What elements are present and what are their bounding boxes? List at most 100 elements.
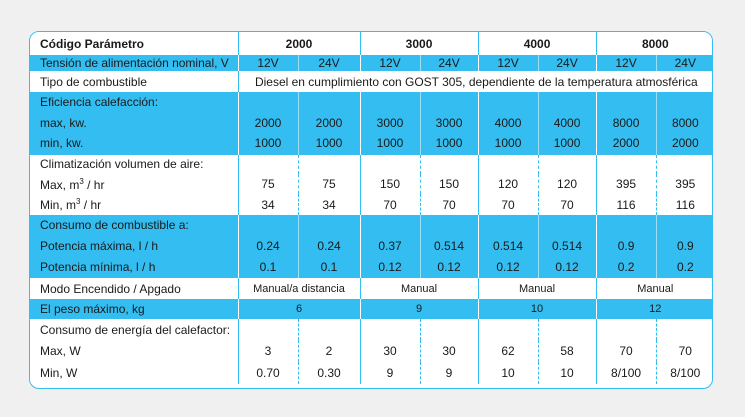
fuel-title-row: Consumo de combustible a:	[30, 215, 712, 235]
fuel-max-row: Potencia máxima, l / h 0.24 0.24 0.37 0.…	[30, 235, 712, 256]
fuel-min-cell: 0.2	[595, 256, 657, 278]
fuel-min-cell: 0.1	[297, 256, 361, 278]
weight-label: El peso máximo, kg	[30, 299, 238, 319]
air-min-cell: 70	[477, 194, 539, 215]
air-min-cell: 70	[359, 194, 421, 215]
weight-row: El peso máximo, kg 6 9 10 12	[30, 299, 712, 319]
air-min-cell: 116	[655, 194, 712, 215]
fuel-max-cell: 0.9	[655, 235, 712, 256]
efficiency-min-cell: 2000	[655, 133, 712, 154]
header-row: Código Parámetro 2000 3000 4000 8000	[30, 32, 712, 55]
voltage-cell: 12V	[477, 55, 539, 71]
air-min-cell: 116	[595, 194, 657, 215]
air-max-cell: 120	[537, 174, 597, 194]
header-model-8000: 8000	[595, 32, 712, 55]
air-min-cell: 34	[297, 194, 361, 215]
power-min-cell: 0.70	[237, 362, 298, 384]
voltage-cell: 12V	[595, 55, 657, 71]
power-title-row: Consumo de energía del calefactor:	[30, 319, 712, 340]
efficiency-max-cell: 8000	[595, 112, 657, 133]
power-min-cell: 0.30	[297, 362, 361, 384]
power-max-cell: 3	[237, 340, 298, 362]
fuel-min-cell: 0.2	[655, 256, 712, 278]
fuel-max-cell: 0.514	[477, 235, 539, 256]
power-max-cell: 62	[477, 340, 539, 362]
power-min-cell: 8/100	[655, 362, 712, 384]
efficiency-min-cell: 1000	[359, 133, 421, 154]
fuel-min-cell: 0.12	[477, 256, 539, 278]
power-max-cell: 58	[537, 340, 597, 362]
air-title: Climatización volumen de aire:	[30, 153, 238, 174]
efficiency-min-cell: 2000	[595, 133, 657, 154]
air-max-cell: 75	[237, 174, 298, 194]
efficiency-max-label: max, kw.	[30, 112, 238, 133]
efficiency-min-row: min, kw. 1000 1000 1000 1000 1000 1000 2…	[30, 133, 712, 154]
fuel-type-row: Tipo de combustible Diesel en cumplimien…	[30, 71, 712, 92]
spec-table-panel: Código Parámetro 2000 3000 4000 8000 Ten…	[29, 31, 713, 389]
power-max-label: Max, W	[30, 340, 238, 362]
fuel-type-value: Diesel en cumplimiento con GOST 305, dep…	[237, 71, 712, 92]
efficiency-max-cell: 2000	[297, 112, 361, 133]
air-max-cell: 120	[477, 174, 539, 194]
power-min-cell: 9	[359, 362, 421, 384]
weight-cell: 10	[477, 299, 597, 319]
air-max-cell: 150	[419, 174, 479, 194]
fuel-min-cell: 0.1	[237, 256, 298, 278]
fuel-title: Consumo de combustible a:	[30, 215, 238, 235]
efficiency-max-cell: 3000	[419, 112, 479, 133]
efficiency-min-cell: 1000	[237, 133, 298, 154]
fuel-min-cell: 0.12	[359, 256, 421, 278]
air-min-label: Min, m3 / hr	[30, 194, 238, 215]
fuel-max-label: Potencia máxima, l / h	[30, 235, 238, 256]
efficiency-max-cell: 4000	[477, 112, 539, 133]
spec-table: Código Parámetro 2000 3000 4000 8000 Ten…	[30, 32, 712, 384]
efficiency-min-cell: 1000	[419, 133, 479, 154]
voltage-row: Tensión de alimentación nominal, V 12V 2…	[30, 55, 712, 71]
air-min-row: Min, m3 / hr 34 34 70 70 70 70 116 116	[30, 194, 712, 215]
fuel-min-label: Potencia mínima, l / h	[30, 256, 238, 278]
efficiency-max-cell: 8000	[655, 112, 712, 133]
power-min-row: Min, W 0.70 0.30 9 9 10 10 8/100 8/100	[30, 362, 712, 384]
header-model-2000: 2000	[237, 32, 361, 55]
efficiency-max-cell: 2000	[237, 112, 298, 133]
voltage-cell: 24V	[297, 55, 361, 71]
fuel-min-cell: 0.12	[537, 256, 597, 278]
efficiency-max-cell: 4000	[537, 112, 597, 133]
mode-cell: Manual	[359, 278, 479, 299]
weight-cell: 9	[359, 299, 479, 319]
power-min-label: Min, W	[30, 362, 238, 384]
fuel-max-cell: 0.514	[419, 235, 479, 256]
efficiency-min-cell: 1000	[537, 133, 597, 154]
fuel-max-cell: 0.37	[359, 235, 421, 256]
fuel-max-cell: 0.24	[237, 235, 298, 256]
fuel-type-label: Tipo de combustible	[30, 71, 238, 92]
mode-label: Modo Encendido / Apgado	[30, 278, 238, 299]
air-max-row: Max, m3 / hr 75 75 150 150 120 120 395 3…	[30, 174, 712, 194]
voltage-label: Tensión de alimentación nominal, V	[30, 55, 238, 71]
efficiency-min-label: min, kw.	[30, 133, 238, 154]
voltage-cell: 24V	[655, 55, 712, 71]
mode-cell: Manual/a distancia	[237, 278, 361, 299]
mode-cell: Manual	[595, 278, 712, 299]
power-title: Consumo de energía del calefactor:	[30, 319, 238, 340]
air-min-cell: 70	[537, 194, 597, 215]
efficiency-min-cell: 1000	[297, 133, 361, 154]
efficiency-title-row: Eficiencia calefacción:	[30, 92, 712, 112]
efficiency-max-row: max, kw. 2000 2000 3000 3000 4000 4000 8…	[30, 112, 712, 133]
weight-cell: 12	[595, 299, 712, 319]
efficiency-title: Eficiencia calefacción:	[30, 92, 238, 112]
power-max-row: Max, W 3 2 30 30 62 58 70 70	[30, 340, 712, 362]
voltage-cell: 24V	[419, 55, 479, 71]
efficiency-min-cell: 1000	[477, 133, 539, 154]
fuel-max-cell: 0.9	[595, 235, 657, 256]
header-model-4000: 4000	[477, 32, 597, 55]
power-max-cell: 2	[297, 340, 361, 362]
power-max-cell: 70	[595, 340, 657, 362]
air-title-row: Climatización volumen de aire:	[30, 153, 712, 174]
power-max-cell: 30	[359, 340, 421, 362]
weight-cell: 6	[237, 299, 361, 319]
voltage-cell: 24V	[537, 55, 597, 71]
fuel-max-cell: 0.24	[297, 235, 361, 256]
voltage-cell: 12V	[237, 55, 298, 71]
mode-cell: Manual	[477, 278, 597, 299]
